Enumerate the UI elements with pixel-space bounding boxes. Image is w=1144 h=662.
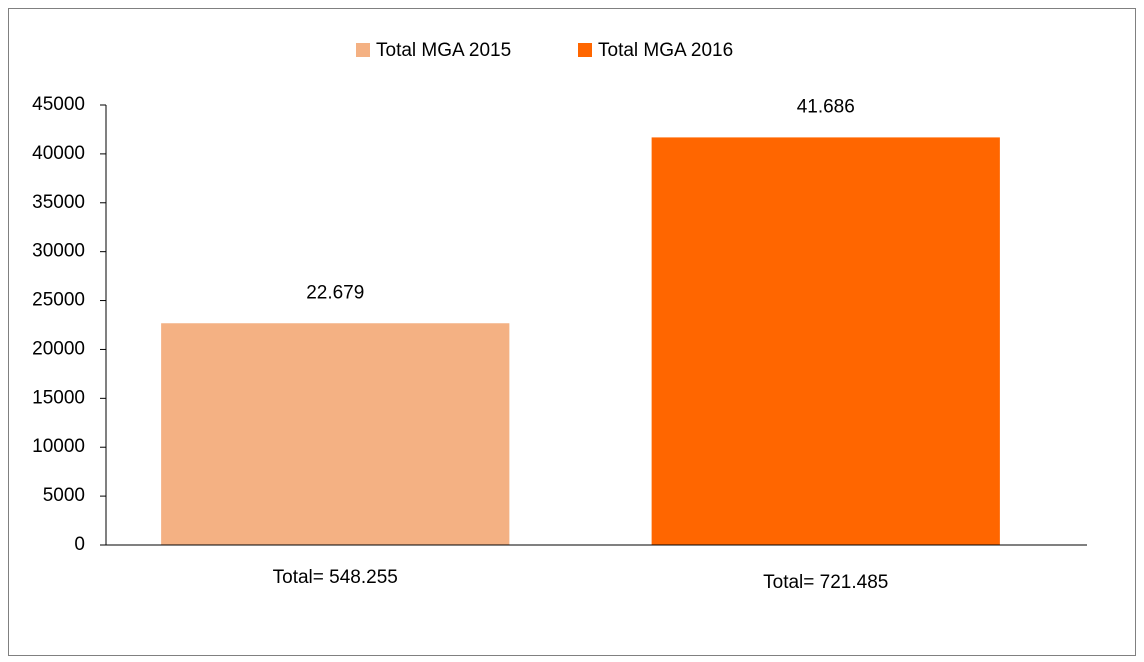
y-tick-label: 5000 xyxy=(43,485,85,506)
x-tick-label: Total= 721.485 xyxy=(763,572,888,593)
y-tick-label: 35000 xyxy=(32,192,85,213)
legend-label: Total MGA 2016 xyxy=(598,40,733,61)
bar xyxy=(651,137,1000,545)
y-tick-label: 10000 xyxy=(32,436,85,457)
y-tick-label: 25000 xyxy=(32,290,85,311)
legend-label: Total MGA 2015 xyxy=(376,40,511,61)
bar xyxy=(161,323,510,545)
x-tick-label: Total= 548.255 xyxy=(273,567,398,588)
legend-swatch xyxy=(356,43,370,57)
y-tick-label: 0 xyxy=(74,534,85,555)
legend-swatch xyxy=(578,43,592,57)
value-label: 41.686 xyxy=(797,96,855,117)
y-tick-label: 40000 xyxy=(32,143,85,164)
value-label: 22.679 xyxy=(306,282,364,303)
y-tick-label: 15000 xyxy=(32,387,85,408)
y-tick-label: 45000 xyxy=(32,94,85,115)
y-tick-label: 20000 xyxy=(32,338,85,359)
y-tick-label: 30000 xyxy=(32,241,85,262)
